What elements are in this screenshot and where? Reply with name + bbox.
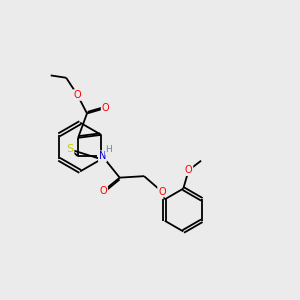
Text: S: S [66,144,74,154]
Text: O: O [102,103,109,113]
Text: O: O [185,165,193,175]
Text: H: H [106,145,112,154]
Text: N: N [99,151,106,161]
Text: O: O [74,90,81,100]
Text: O: O [100,186,107,196]
Text: O: O [158,187,166,196]
